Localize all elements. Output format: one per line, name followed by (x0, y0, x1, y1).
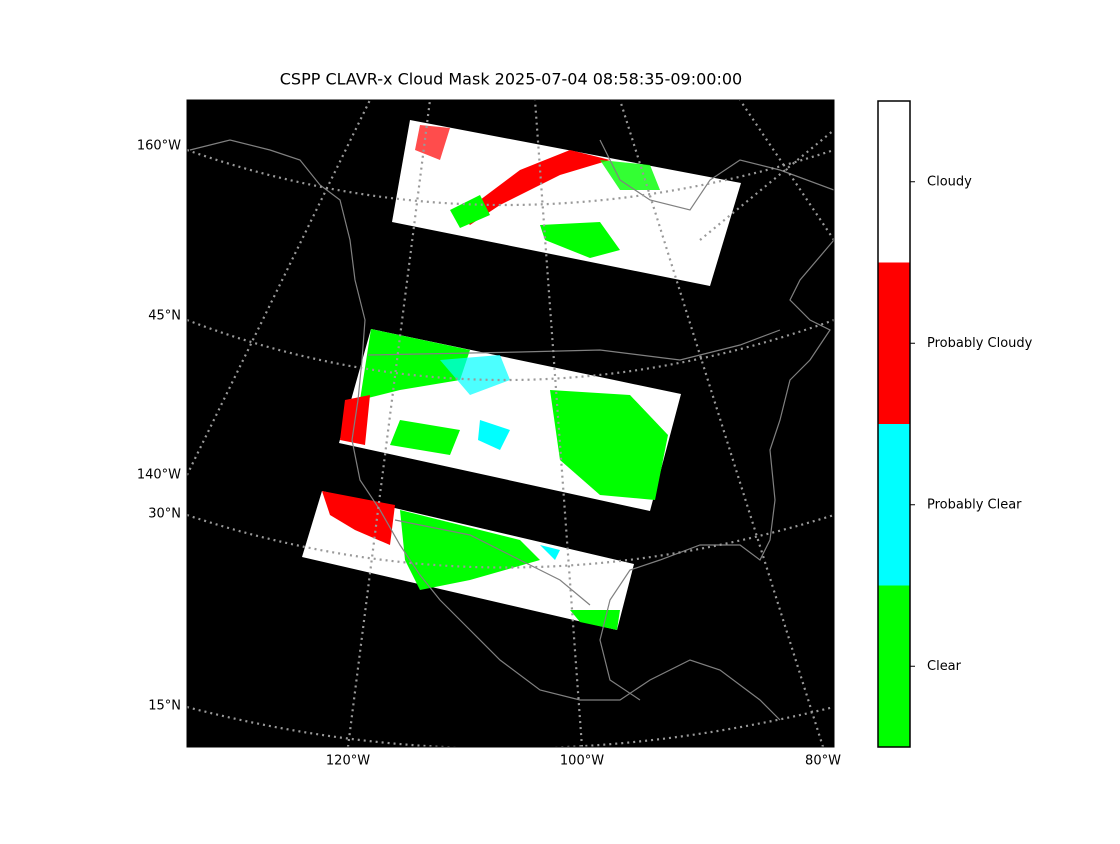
bottom-label: 120°W (326, 754, 370, 769)
graticule (739, 100, 834, 241)
colorbar-segment (878, 424, 910, 586)
colorbar-frame (877, 100, 911, 748)
left-label: 140°W (137, 468, 181, 483)
graticule (346, 100, 432, 747)
coastline (599, 239, 834, 701)
graticule (699, 129, 834, 241)
colorbar-segment (878, 262, 910, 424)
colorbar-label: Clear (927, 659, 962, 674)
colorbar-label: Probably Cloudy (927, 336, 1033, 351)
graticule (533, 100, 584, 747)
graticule (187, 705, 834, 747)
colorbar: Clear Probably Clear Probably Cloudy Cloudy (877, 100, 1033, 748)
left-label: 45°N (148, 309, 181, 324)
left-label: 15°N (148, 699, 181, 714)
graticule (187, 148, 834, 207)
map: 160°W 45°N 140°W 30°N 15°N 120°W 100°W 8… (137, 99, 841, 769)
colorbar-label: Cloudy (927, 174, 972, 189)
map-frame (186, 99, 835, 748)
colorbar-segment (878, 101, 910, 263)
colorbar-segment (878, 585, 910, 747)
graticule (618, 100, 825, 747)
left-label: 160°W (137, 139, 181, 154)
border (367, 329, 781, 361)
cloud-patches (322, 125, 668, 630)
graticule (187, 318, 834, 382)
colorbar-label: Probably Clear (927, 497, 1022, 512)
bottom-label: 100°W (560, 754, 604, 769)
left-label: 30°N (148, 507, 181, 522)
coastline (189, 139, 781, 721)
title: CSPP CLAVR-x Cloud Mask 2025-07-04 08:58… (280, 70, 742, 89)
bottom-label: 80°W (805, 754, 841, 769)
border (394, 519, 591, 606)
